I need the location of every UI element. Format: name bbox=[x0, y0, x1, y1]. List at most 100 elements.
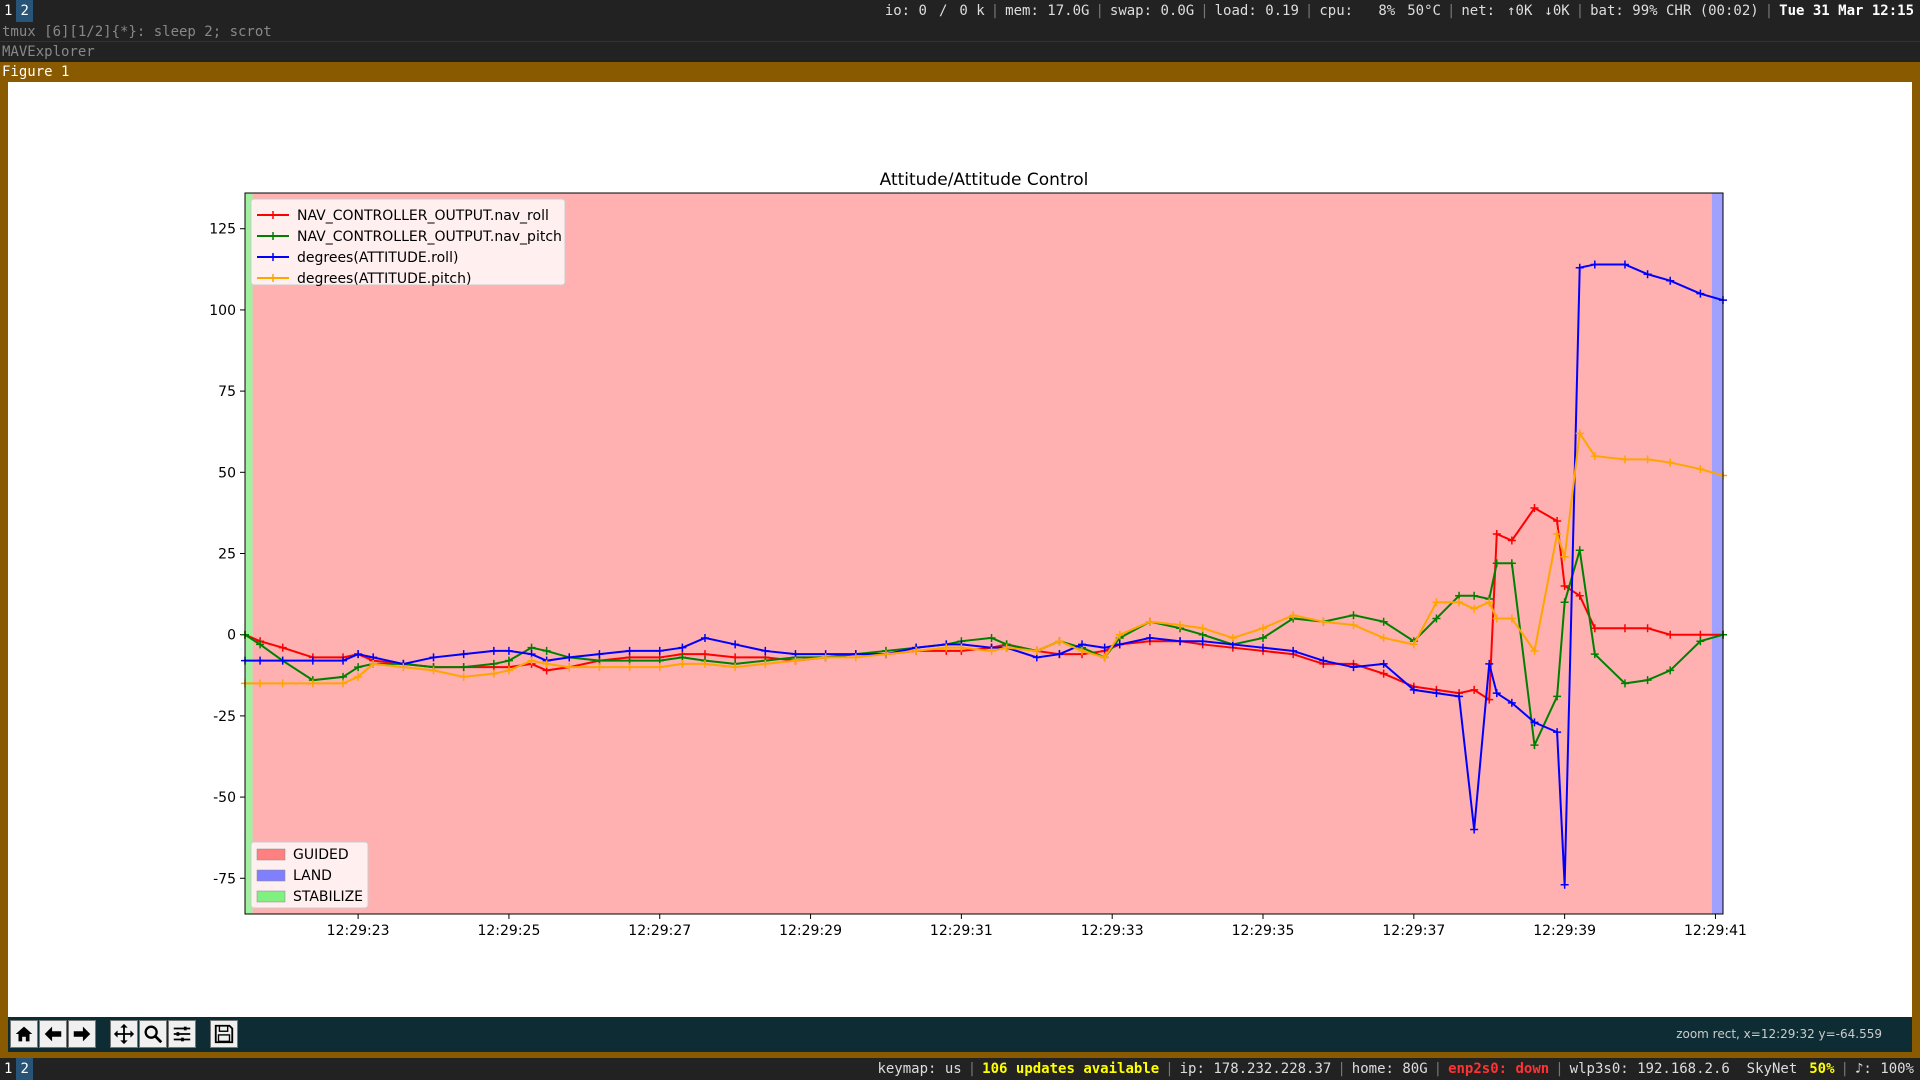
data-point-marker bbox=[1590, 260, 1599, 269]
forward-icon bbox=[73, 1026, 91, 1042]
home-disk-status: home: 80G bbox=[1351, 1061, 1428, 1077]
figure-canvas[interactable]: Attitude/Attitude Control -75 -50 -25 0 25 50… bbox=[8, 82, 1912, 1017]
data-point-marker bbox=[1432, 598, 1441, 607]
data-point-marker bbox=[1100, 643, 1109, 652]
data-point-marker bbox=[565, 653, 574, 662]
data-point-marker bbox=[987, 633, 996, 642]
separator: | bbox=[1433, 1061, 1443, 1077]
data-point-marker bbox=[1492, 559, 1501, 568]
x-tick-label: 12:29:37 bbox=[1382, 923, 1445, 939]
data-point-marker bbox=[369, 659, 378, 668]
legend-marker bbox=[269, 253, 277, 261]
data-point-marker bbox=[700, 633, 709, 642]
mode-legend-swatch bbox=[256, 848, 286, 861]
data-point-marker bbox=[1666, 666, 1675, 675]
mode-bands bbox=[245, 193, 1723, 914]
io-status: io: 0 bbox=[884, 3, 927, 19]
bottom-status-bar: 1 2 keymap: us | 106 updates available |… bbox=[0, 1058, 1920, 1080]
workspace-1-button[interactable]: 1 bbox=[4, 1061, 13, 1077]
data-point-marker bbox=[1319, 617, 1328, 626]
x-tick-label: 12:29:35 bbox=[1232, 923, 1295, 939]
mode-band-stabilize bbox=[245, 193, 253, 914]
data-point-marker bbox=[504, 666, 513, 675]
data-point-marker bbox=[1055, 637, 1064, 646]
wifi-quality: 50% bbox=[1809, 1061, 1835, 1077]
pan-button[interactable] bbox=[110, 1020, 138, 1048]
data-point-marker bbox=[1470, 685, 1479, 694]
data-point-marker bbox=[821, 653, 830, 662]
load-status: load: 0.19 bbox=[1214, 3, 1299, 19]
mavexplorer-window-title[interactable]: MAVExplorer bbox=[0, 42, 1920, 62]
data-point-marker bbox=[1507, 536, 1516, 545]
top-status-bar: 1 2 io: 0 / 0 k | mem: 17.0G | swap: 0.0… bbox=[0, 0, 1920, 22]
separator: | bbox=[1555, 1061, 1564, 1077]
data-point-marker bbox=[1492, 614, 1501, 623]
x-tick-label: 12:29:33 bbox=[1081, 923, 1144, 939]
data-point-marker bbox=[1115, 630, 1124, 639]
mode-band-guided bbox=[252, 193, 1712, 914]
data-point-marker bbox=[595, 650, 604, 659]
attitude-chart[interactable]: Attitude/Attitude Control -75 -50 -25 0 25 50… bbox=[8, 82, 1912, 1017]
data-point-marker bbox=[1553, 530, 1562, 539]
x-tick-label: 12:29:29 bbox=[779, 923, 842, 939]
data-point-marker bbox=[1575, 546, 1584, 555]
data-point-marker bbox=[1145, 633, 1154, 642]
data-point-marker bbox=[1259, 624, 1268, 633]
data-point-marker bbox=[731, 640, 740, 649]
data-point-marker bbox=[1590, 452, 1599, 461]
data-point-marker bbox=[1432, 614, 1441, 623]
save-button[interactable] bbox=[210, 1020, 238, 1048]
net-status: net: bbox=[1461, 3, 1496, 19]
y-tick-label: 50 bbox=[218, 465, 236, 481]
configure-icon bbox=[173, 1026, 191, 1042]
workspace-2-button[interactable]: 2 bbox=[16, 0, 33, 22]
data-point-marker bbox=[1198, 637, 1207, 646]
tmux-window-title[interactable]: tmux [6][1/2]{*}: sleep 2; scrot bbox=[0, 22, 1920, 42]
home-button[interactable] bbox=[10, 1020, 38, 1048]
data-point-marker bbox=[339, 656, 348, 665]
legend-marker bbox=[269, 232, 277, 240]
data-point-marker bbox=[1530, 504, 1539, 513]
data-point-marker bbox=[942, 643, 951, 652]
data-point-marker bbox=[1530, 646, 1539, 655]
data-point-marker bbox=[1560, 552, 1569, 561]
data-point-marker bbox=[1620, 260, 1629, 269]
legend-marker bbox=[269, 211, 277, 219]
x-tick-label: 12:29:23 bbox=[327, 923, 390, 939]
data-point-marker bbox=[354, 663, 363, 672]
updates-status: 106 updates available bbox=[982, 1061, 1160, 1077]
workspace-2-button[interactable]: 2 bbox=[16, 1058, 33, 1080]
data-point-marker bbox=[912, 646, 921, 655]
data-point-marker bbox=[1349, 620, 1358, 629]
forward-button[interactable] bbox=[68, 1020, 96, 1048]
data-point-marker bbox=[1432, 689, 1441, 698]
separator: | bbox=[1165, 1061, 1174, 1077]
data-point-marker bbox=[1228, 633, 1237, 642]
zoom-button[interactable] bbox=[139, 1020, 167, 1048]
data-point-marker bbox=[542, 659, 551, 668]
configure-button[interactable] bbox=[168, 1020, 196, 1048]
data-point-marker bbox=[595, 663, 604, 672]
data-point-marker bbox=[1620, 624, 1629, 633]
ethernet-status: enp2s0: down bbox=[1448, 1061, 1550, 1077]
data-point-marker bbox=[542, 646, 551, 655]
data-point-marker bbox=[1666, 458, 1675, 467]
data-point-marker bbox=[1455, 598, 1464, 607]
volume-status: ♪: 100% bbox=[1854, 1061, 1914, 1077]
data-point-marker bbox=[1530, 741, 1539, 750]
data-point-marker bbox=[278, 679, 287, 688]
data-point-marker bbox=[256, 656, 265, 665]
figure-window-title[interactable]: Figure 1 bbox=[0, 62, 1920, 82]
legend-marker bbox=[269, 274, 277, 282]
legend-entry: NAV_CONTROLLER_OUTPUT.nav_roll bbox=[297, 208, 549, 224]
network-status: keymap: us | 106 updates available | ip:… bbox=[871, 1058, 1920, 1080]
data-point-marker bbox=[1507, 698, 1516, 707]
wifi-status: wlp3s0: 192.168.2.6 SkyNet bbox=[1569, 1061, 1798, 1077]
data-point-marker bbox=[1349, 663, 1358, 672]
data-point-marker bbox=[354, 650, 363, 659]
data-point-marker bbox=[881, 650, 890, 659]
separator: | bbox=[1200, 3, 1209, 19]
data-point-marker bbox=[1507, 559, 1516, 568]
workspace-1-button[interactable]: 1 bbox=[4, 3, 13, 19]
back-button[interactable] bbox=[39, 1020, 67, 1048]
